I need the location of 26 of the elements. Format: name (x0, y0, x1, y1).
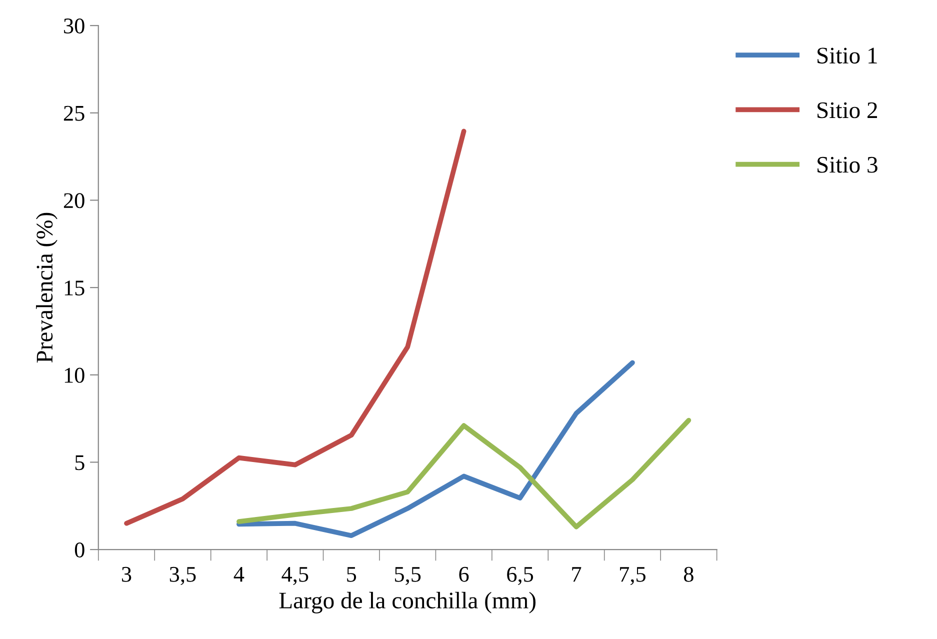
y-tick-label: 25 (64, 106, 84, 121)
y-tick-label: 30 (64, 18, 84, 34)
y-tick-label: 0 (74, 542, 84, 558)
x-axis-title: Largo de la conchilla (mm) (279, 592, 536, 614)
legend-label: Sitio 2 (818, 102, 877, 118)
y-axis-title: Prevalencia (%) (36, 212, 58, 363)
x-tick-label: 5 (347, 567, 356, 582)
x-tick-label: 4,5 (282, 567, 308, 586)
y-tick-label: 5 (75, 455, 84, 470)
x-tick-label: 7 (572, 567, 582, 582)
line-series (236, 360, 635, 538)
y-tick-label: 10 (64, 368, 84, 383)
x-tick-label: 8 (684, 566, 694, 582)
legend-label: Sitio 3 (818, 156, 878, 173)
x-tick-label: 7,5 (620, 567, 646, 586)
x-tick-label: 5,5 (395, 567, 421, 586)
x-tick-label: 3 (122, 566, 132, 582)
legend-label: Sitio 1 (818, 48, 877, 64)
y-tick-label: 20 (64, 193, 84, 208)
line-series (124, 128, 466, 526)
y-tick-label: 15 (64, 280, 84, 296)
x-tick-label: 3,5 (170, 566, 196, 586)
x-tick-label: 6 (459, 566, 469, 582)
x-tick-label: 6,5 (507, 566, 534, 586)
x-tick-label: 4 (234, 567, 244, 582)
line-series (236, 418, 692, 530)
